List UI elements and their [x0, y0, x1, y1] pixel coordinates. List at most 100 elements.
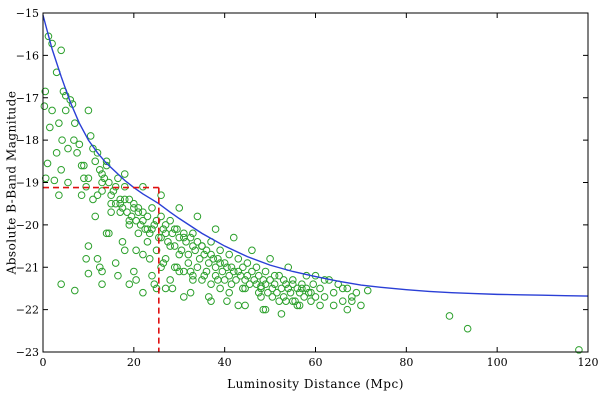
data-point: [207, 250, 215, 259]
data-point: [120, 195, 129, 204]
data-point: [184, 250, 193, 259]
data-point: [229, 233, 238, 242]
y-tick-label: −15: [16, 7, 39, 20]
data-point: [254, 271, 263, 280]
data-point: [116, 208, 125, 216]
data-point: [211, 263, 220, 272]
data-point: [348, 293, 356, 301]
data-point: [179, 229, 188, 238]
data-point: [204, 259, 213, 267]
y-tick-label: −18: [16, 134, 39, 147]
data-point: [145, 254, 154, 263]
data-point: [170, 242, 179, 250]
data-point: [343, 305, 352, 314]
data-point: [95, 263, 104, 272]
data-point: [82, 182, 90, 191]
data-point: [132, 276, 140, 284]
data-point: [298, 284, 306, 293]
data-point: [70, 119, 79, 127]
data-point: [95, 165, 104, 174]
data-point: [227, 280, 236, 289]
x-tick-label: 120: [578, 356, 598, 369]
data-point: [70, 286, 79, 295]
data-point: [77, 161, 86, 170]
data-point: [193, 238, 202, 246]
data-point: [329, 301, 338, 310]
data-point: [189, 271, 197, 280]
data-point: [254, 288, 263, 297]
data-point: [252, 280, 261, 289]
data-point: [216, 246, 224, 255]
data-point: [295, 288, 304, 297]
data-point: [189, 229, 197, 238]
data-point: [288, 276, 297, 284]
data-point: [298, 280, 306, 289]
data-point: [216, 284, 224, 293]
data-point: [98, 187, 106, 195]
data-point: [93, 191, 102, 200]
data-point: [223, 263, 231, 272]
data-point: [286, 288, 295, 297]
data-point: [120, 182, 129, 191]
data-point: [55, 119, 63, 127]
data-point: [57, 280, 65, 289]
data-point: [257, 284, 265, 293]
data-point: [161, 229, 170, 238]
data-point: [252, 263, 261, 272]
data-point: [264, 288, 272, 297]
data-point: [64, 178, 72, 187]
data-point: [57, 165, 65, 174]
data-point: [130, 199, 138, 208]
data-point: [302, 284, 311, 293]
data-point: [93, 254, 102, 263]
data-point: [307, 288, 315, 297]
data-point: [273, 288, 281, 297]
data-point: [257, 282, 265, 291]
fit-curve: [42, 14, 589, 297]
data-point: [170, 263, 179, 272]
y-tick-label: −17: [16, 92, 39, 105]
data-point: [136, 221, 145, 229]
data-point: [46, 123, 54, 132]
data-point: [130, 267, 138, 276]
data-point: [111, 199, 120, 208]
data-point: [80, 174, 88, 183]
data-point: [159, 259, 168, 267]
curve-layer: [42, 14, 589, 297]
data-point: [84, 106, 93, 115]
x-tick-label: 80: [399, 356, 413, 369]
data-point: [173, 225, 181, 233]
data-point: [134, 229, 143, 238]
data-point: [125, 280, 134, 289]
data-point: [189, 276, 197, 284]
data-point: [186, 288, 195, 297]
data-point: [218, 267, 227, 276]
data-point: [320, 293, 329, 301]
data-point: [166, 216, 174, 225]
data-point: [118, 238, 127, 246]
data-point: [170, 225, 179, 233]
data-point: [157, 263, 165, 272]
data-point: [288, 297, 297, 305]
x-tick-label: 60: [309, 356, 323, 369]
data-point: [125, 221, 134, 229]
x-tick-label: 20: [127, 356, 141, 369]
data-point: [111, 259, 120, 267]
y-tick-label: −22: [16, 304, 39, 317]
data-point: [102, 157, 111, 166]
data-point: [157, 191, 165, 200]
data-point: [193, 212, 202, 221]
data-point: [41, 87, 50, 96]
data-point: [116, 195, 125, 204]
data-point: [61, 106, 70, 115]
data-point: [211, 271, 220, 280]
data-point: [73, 149, 81, 157]
data-point: [300, 293, 308, 301]
data-point: [200, 271, 209, 280]
data-point: [304, 288, 313, 297]
data-point: [277, 310, 286, 318]
data-point: [148, 225, 156, 233]
data-point: [214, 276, 222, 284]
